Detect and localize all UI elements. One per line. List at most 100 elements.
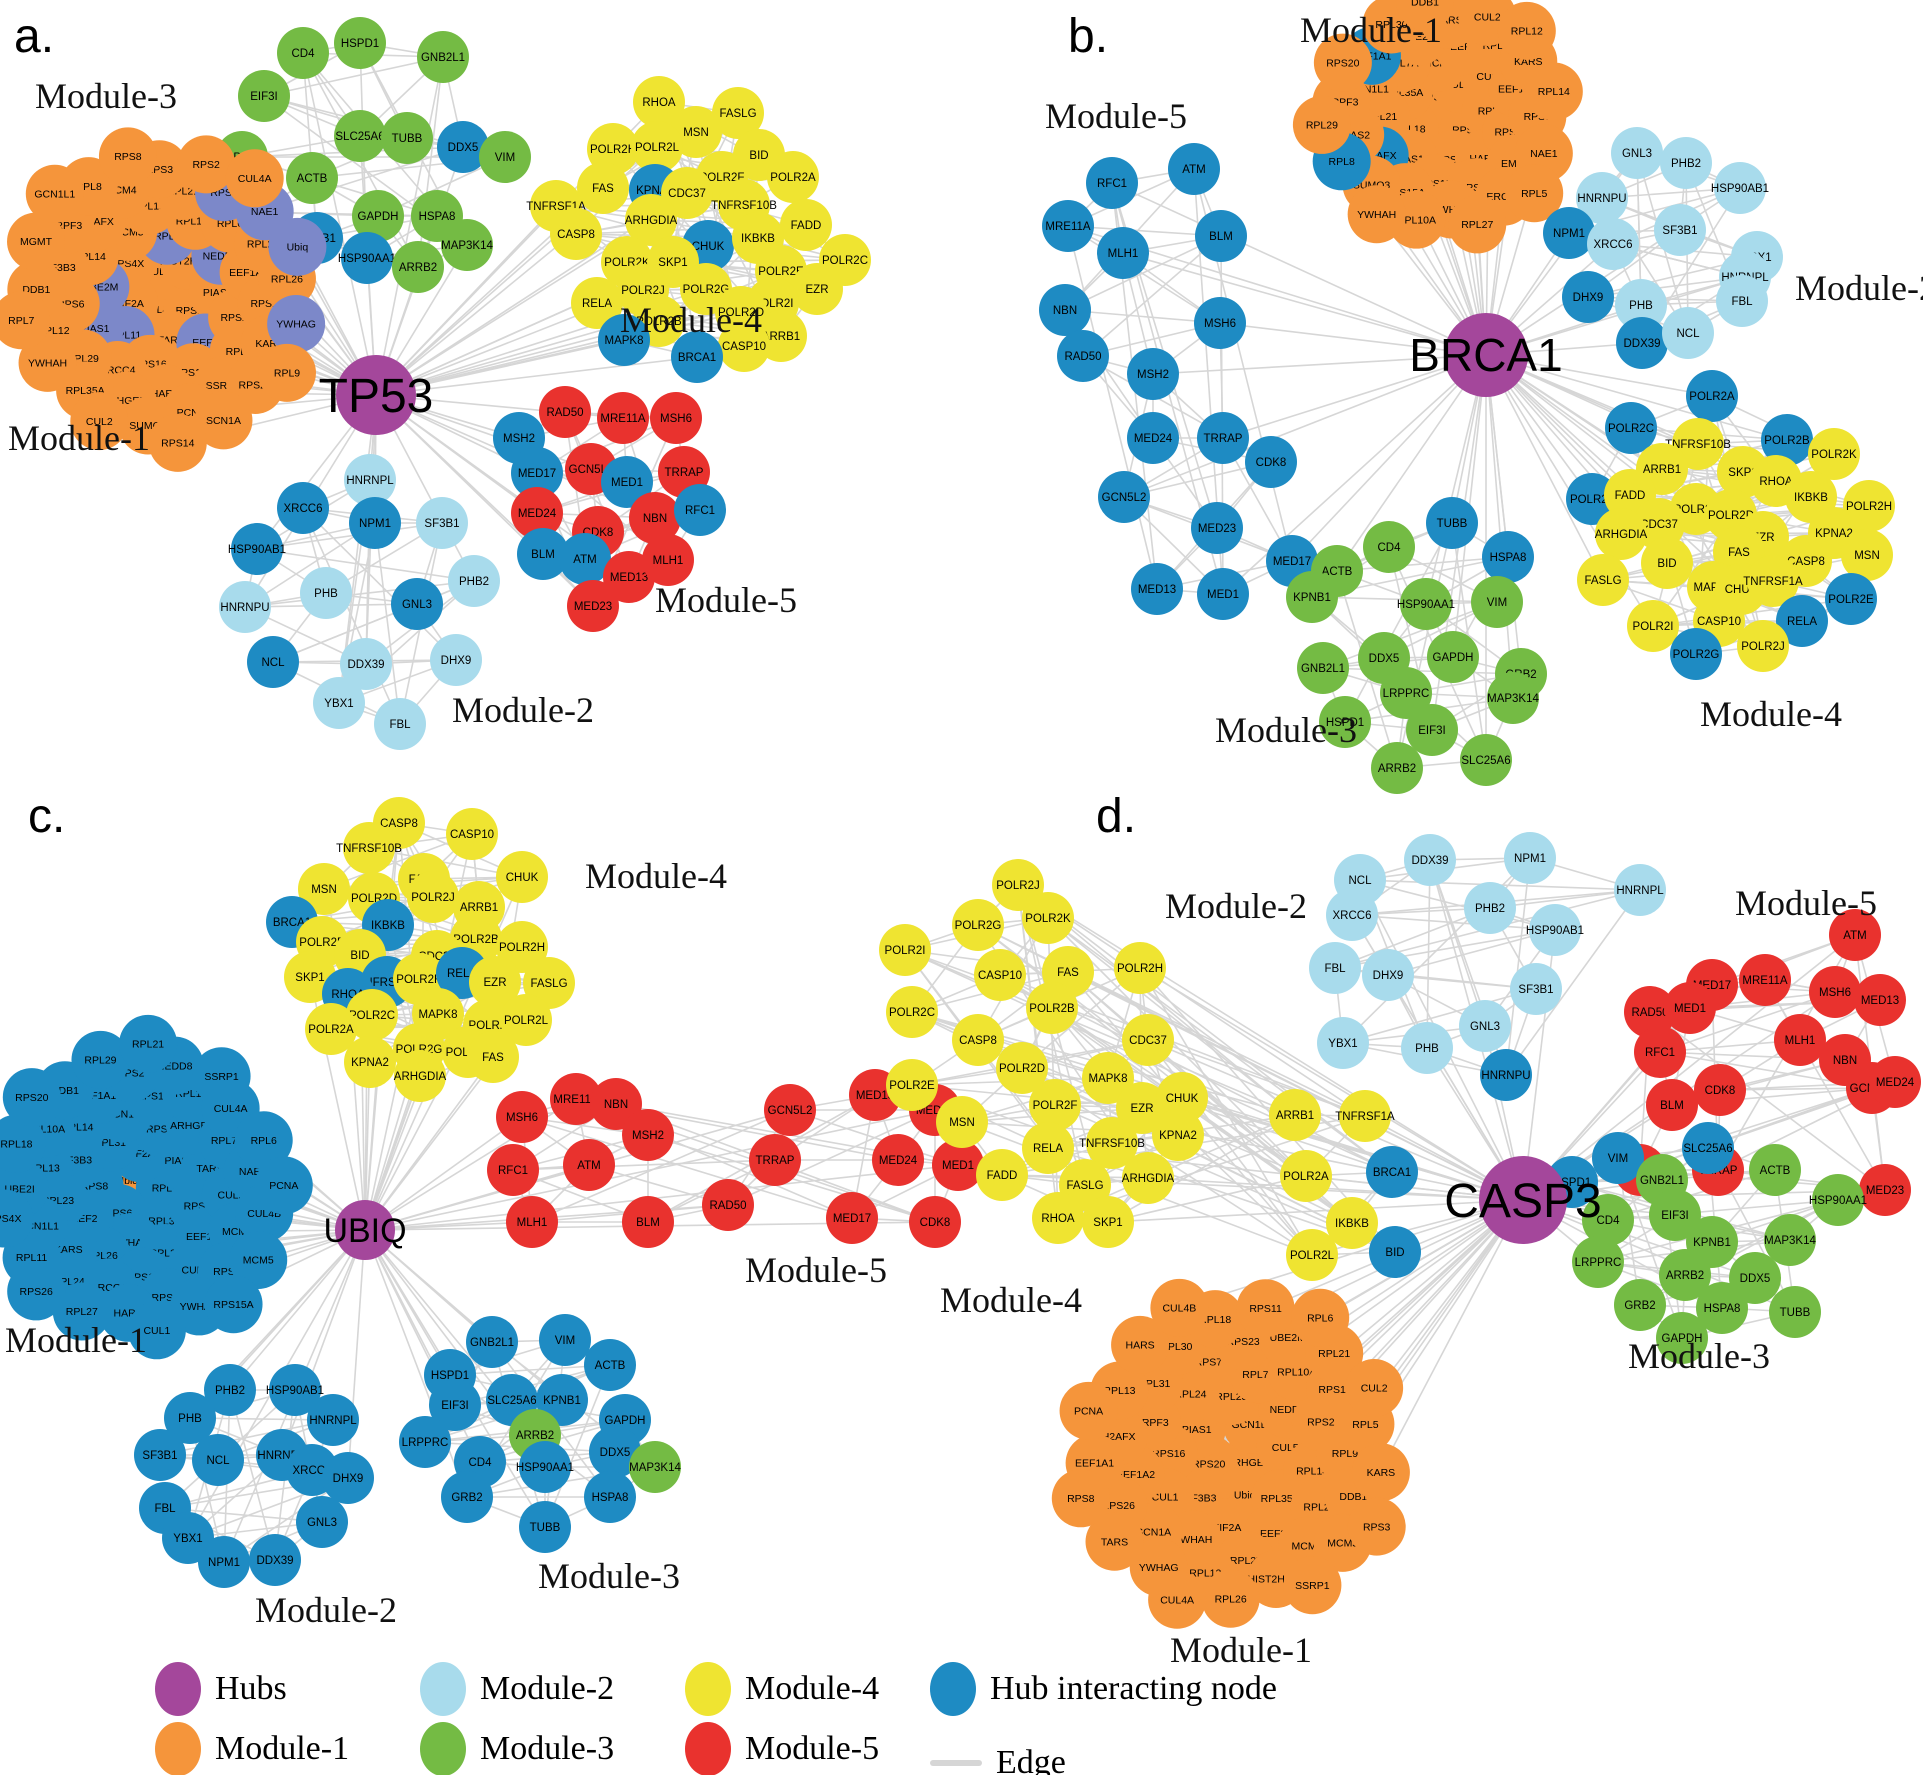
node-HSPA8[interactable]: [1482, 531, 1534, 583]
node-MED13[interactable]: [603, 551, 655, 603]
node-RPS8[interactable]: [1051, 1469, 1110, 1528]
node-POLR2J[interactable]: [992, 859, 1044, 911]
node-CD4[interactable]: [1582, 1194, 1634, 1246]
node-DDX39[interactable]: [249, 1534, 301, 1586]
node-FADD[interactable]: [780, 199, 832, 251]
node-HSP90AA1[interactable]: [1400, 578, 1452, 630]
node-POLR2L[interactable]: [1286, 1229, 1338, 1281]
node-FBL[interactable]: [1309, 942, 1361, 994]
node-DHX9[interactable]: [1562, 271, 1614, 323]
node-TRRAP[interactable]: [749, 1134, 801, 1186]
node-EZR[interactable]: [791, 263, 843, 315]
node-PCNA[interactable]: [1059, 1381, 1118, 1440]
node-KPNB1[interactable]: [1286, 571, 1338, 623]
node-CDC37[interactable]: [661, 167, 713, 219]
node-RPS26[interactable]: [7, 1262, 66, 1321]
node-VIM[interactable]: [479, 131, 531, 183]
node-GNL3[interactable]: [296, 1496, 348, 1548]
node-ARRB2[interactable]: [392, 241, 444, 293]
node-CUL4A[interactable]: [225, 149, 284, 208]
node-KARS[interactable]: [1351, 1443, 1410, 1502]
node-GNL3[interactable]: [391, 578, 443, 630]
node-RPS20[interactable]: [2, 1068, 61, 1127]
node-VIM[interactable]: [1592, 1132, 1644, 1184]
node-DDX39[interactable]: [340, 638, 392, 690]
node-DDX5[interactable]: [589, 1426, 641, 1478]
node-CD4[interactable]: [277, 27, 329, 79]
node-RFC1[interactable]: [1634, 1026, 1686, 1078]
node-NPM1[interactable]: [1504, 832, 1556, 884]
node-MED1[interactable]: [1664, 982, 1716, 1034]
node-BLM[interactable]: [1646, 1079, 1698, 1131]
node-POLR2H[interactable]: [587, 123, 639, 175]
node-CDK8[interactable]: [1245, 436, 1297, 488]
node-GCN5L2[interactable]: [1098, 471, 1150, 523]
node-HNRNPL[interactable]: [307, 1394, 359, 1446]
node-ACTB[interactable]: [286, 152, 338, 204]
node-BRCA1[interactable]: [1366, 1146, 1418, 1198]
node-POLR2L[interactable]: [500, 994, 552, 1046]
node-HSP90AA1[interactable]: [1812, 1174, 1864, 1226]
node-CASP10[interactable]: [974, 949, 1026, 1001]
node-EZR[interactable]: [1116, 1082, 1168, 1134]
node-SF3B1[interactable]: [134, 1429, 186, 1481]
node-GCN5L2[interactable]: [764, 1084, 816, 1136]
node-POLR2B[interactable]: [1761, 414, 1813, 466]
node-RPL18[interactable]: [0, 1114, 46, 1173]
node-DDX39[interactable]: [1616, 317, 1668, 369]
node-DHX9[interactable]: [322, 1452, 374, 1504]
node-DDX5[interactable]: [1729, 1252, 1781, 1304]
node-NBN[interactable]: [629, 492, 681, 544]
node-POLR2A[interactable]: [1686, 370, 1738, 422]
node-RPL26[interactable]: [1201, 1569, 1260, 1628]
node-CDK8[interactable]: [909, 1196, 961, 1248]
node-MSH2[interactable]: [622, 1109, 674, 1161]
hub-UBIQ[interactable]: [335, 1200, 395, 1260]
node-HSPA8[interactable]: [584, 1471, 636, 1523]
node-TUBB[interactable]: [381, 112, 433, 164]
node-POLR2G[interactable]: [1670, 628, 1722, 680]
node-PHB[interactable]: [1615, 279, 1667, 331]
node-POLR2C[interactable]: [886, 986, 938, 1038]
node-ARHGDIA[interactable]: [1122, 1152, 1174, 1204]
node-RPS15A[interactable]: [204, 1275, 263, 1334]
node-MCM5[interactable]: [229, 1230, 288, 1289]
node-MRE11A[interactable]: [1739, 954, 1791, 1006]
node-POLR2J[interactable]: [407, 871, 459, 923]
node-POLR2J[interactable]: [1737, 620, 1789, 672]
node-RHOA[interactable]: [1032, 1192, 1084, 1244]
node-RPS8[interactable]: [98, 127, 157, 186]
node-POLR2H[interactable]: [1843, 480, 1895, 532]
node-FAS[interactable]: [467, 1031, 519, 1083]
node-BLM[interactable]: [517, 528, 569, 580]
node-MSH6[interactable]: [1809, 966, 1861, 1018]
node-NPM1[interactable]: [349, 497, 401, 549]
node-GAPDH[interactable]: [352, 190, 404, 242]
node-DDX39[interactable]: [1404, 834, 1456, 886]
node-ACTB[interactable]: [1749, 1144, 1801, 1196]
node-BRCA1[interactable]: [671, 331, 723, 383]
node-RPS3[interactable]: [1347, 1497, 1406, 1556]
node-BLM[interactable]: [1195, 210, 1247, 262]
node-RPL7[interactable]: [0, 291, 51, 350]
node-SLC25A6[interactable]: [334, 110, 386, 162]
node-RPL6[interactable]: [1291, 1288, 1350, 1347]
node-ARHGDIA[interactable]: [1595, 508, 1647, 560]
node-NBN[interactable]: [1039, 284, 1091, 336]
node-TNFRSF10B[interactable]: [1086, 1117, 1138, 1169]
node-RPL5[interactable]: [1505, 164, 1564, 223]
node-LRPPRC[interactable]: [1380, 667, 1432, 719]
node-RPL9[interactable]: [257, 343, 316, 402]
node-MSH6[interactable]: [1194, 297, 1246, 349]
node-TUBB[interactable]: [519, 1501, 571, 1553]
node-ARRB2[interactable]: [1659, 1249, 1711, 1301]
node-RPL27[interactable]: [1448, 195, 1507, 254]
node-HSPD1[interactable]: [334, 17, 386, 69]
node-POLR2I[interactable]: [879, 924, 931, 976]
node-RELA[interactable]: [1776, 595, 1828, 647]
node-SF3B1[interactable]: [416, 497, 468, 549]
node-POLR2I[interactable]: [1627, 600, 1679, 652]
node-CD4[interactable]: [1363, 521, 1415, 573]
node-RHOA[interactable]: [633, 76, 685, 128]
node-CDK8[interactable]: [1694, 1064, 1746, 1116]
